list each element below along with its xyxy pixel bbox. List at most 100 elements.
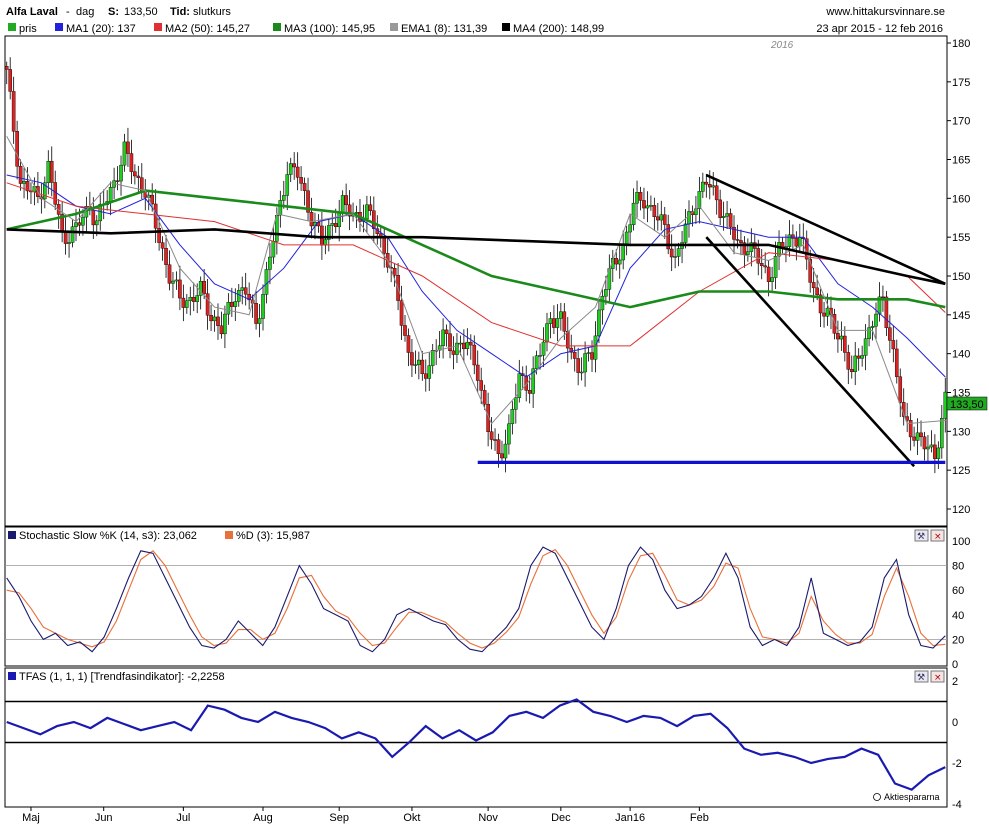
price-candle	[88, 191, 92, 216]
y-tick-label: 0	[952, 659, 958, 671]
stochastic-panel-frame	[4, 526, 948, 667]
year-marker: 2016	[770, 40, 794, 51]
stoch-k-label: Stochastic Slow %K (14, s3): 23,062	[19, 530, 197, 542]
moving-average-line	[6, 182, 946, 347]
price-candle	[905, 402, 909, 433]
moving-average-line	[6, 228, 946, 286]
price-candle	[500, 440, 504, 464]
price-candle	[541, 327, 546, 368]
legend-item: MA4 (200): 148,99	[513, 23, 604, 35]
stochastic-y-axis: 100 80 60 40 20 0	[952, 536, 970, 671]
stoch-settings-button[interactable]	[914, 529, 929, 542]
price-candle	[565, 317, 570, 363]
stoch-d-label: %D (3): 15,987	[236, 530, 310, 542]
price-candle	[652, 197, 657, 232]
price-candle	[254, 290, 258, 330]
price-candle	[133, 164, 137, 185]
tfas-panel-buttons: ⚒ ×	[914, 670, 945, 683]
y-tick-label: 180	[952, 38, 970, 50]
watermark-icon	[873, 793, 881, 801]
price-candle	[247, 282, 251, 310]
price-candle	[860, 345, 864, 367]
price-candle	[711, 172, 716, 196]
x-tick-label: Feb	[690, 812, 709, 824]
price-candle	[223, 305, 227, 349]
price-candle	[915, 418, 920, 456]
stoch-close-button[interactable]	[930, 529, 945, 542]
price-candle	[292, 152, 296, 180]
tfas-close-button[interactable]	[930, 670, 945, 683]
y-tick-label: -4	[952, 799, 962, 811]
price-candle	[631, 188, 636, 231]
x-tick-label: Aug	[253, 812, 273, 824]
price-candle	[115, 166, 120, 191]
price-candle	[167, 250, 172, 291]
price-candle	[340, 190, 345, 223]
legend-swatch	[390, 23, 398, 31]
price-candle	[302, 177, 307, 206]
s-label: S:	[108, 6, 119, 18]
y-tick-label: 170	[952, 116, 970, 128]
price-candle	[372, 196, 376, 243]
tfas-plot	[5, 698, 947, 791]
price-candle	[157, 217, 161, 251]
price-candle	[344, 183, 348, 217]
price-candle	[846, 344, 851, 385]
price-candle	[160, 236, 165, 261]
price-candle	[638, 186, 643, 211]
price-candle	[888, 314, 892, 353]
trend-line	[705, 173, 946, 285]
price-candle	[261, 284, 265, 331]
price-candle	[683, 209, 688, 249]
y-tick-label: 40	[952, 610, 964, 622]
price-candle	[707, 170, 712, 200]
price-candle	[548, 312, 553, 339]
price-candle	[8, 57, 12, 100]
price-candle	[894, 339, 899, 384]
price-candle	[572, 345, 577, 372]
trend-line	[705, 236, 916, 468]
price-candle	[56, 199, 61, 229]
price-candle	[365, 195, 369, 234]
price-candle	[399, 285, 404, 341]
legend-swatch	[154, 23, 162, 31]
x-tick-label: Sep	[329, 812, 349, 824]
price-candle	[514, 383, 518, 424]
x-tick-label: Nov	[478, 812, 498, 824]
price-candle	[912, 426, 916, 447]
price-candle	[898, 368, 903, 418]
price-candle	[874, 302, 878, 340]
y-tick-label: 150	[952, 271, 970, 283]
price-candle	[368, 196, 373, 216]
price-candle	[410, 338, 414, 378]
legend-swatch	[55, 23, 63, 31]
price-candle	[43, 176, 47, 209]
tfas-settings-button[interactable]	[914, 670, 929, 683]
price-candle	[392, 263, 397, 287]
price-candle	[441, 318, 445, 359]
price-candle	[593, 321, 598, 373]
price-candle	[763, 252, 767, 274]
price-candle	[600, 289, 605, 325]
price-candle	[230, 287, 234, 317]
price-candle	[940, 404, 944, 459]
price-candle	[278, 190, 283, 228]
price-candle	[808, 249, 813, 293]
price-candle	[780, 237, 785, 254]
legend-item: pris	[19, 23, 37, 35]
price-candle	[891, 325, 896, 363]
price-candle	[628, 213, 632, 246]
price-candle	[212, 309, 217, 332]
legend-item: MA1 (20): 137	[66, 23, 136, 35]
tid-value: slutkurs	[193, 6, 231, 18]
price-candle	[285, 161, 290, 211]
price-candle	[423, 359, 428, 392]
price-candle	[604, 275, 608, 305]
price-candle	[188, 286, 193, 316]
tfas-panel-frame	[4, 667, 948, 808]
price-candle	[143, 179, 148, 211]
price-candle	[673, 243, 677, 269]
price-candle	[669, 234, 674, 272]
price-candle	[545, 312, 549, 352]
